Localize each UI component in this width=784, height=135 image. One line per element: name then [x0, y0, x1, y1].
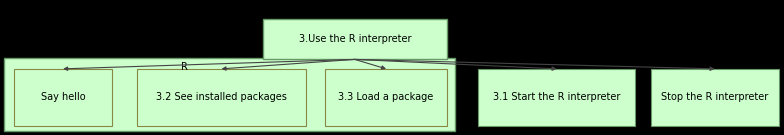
FancyBboxPatch shape: [263, 19, 447, 59]
FancyBboxPatch shape: [651, 69, 779, 126]
Text: 3.2 See installed packages: 3.2 See installed packages: [156, 92, 287, 102]
FancyBboxPatch shape: [4, 58, 455, 131]
Text: 3.3 Load a package: 3.3 Load a package: [339, 92, 434, 102]
Text: 3.1 Start the R interpreter: 3.1 Start the R interpreter: [493, 92, 620, 102]
FancyBboxPatch shape: [137, 69, 306, 126]
FancyBboxPatch shape: [14, 69, 112, 126]
Text: Stop the R interpreter: Stop the R interpreter: [661, 92, 768, 102]
Text: R: R: [181, 62, 187, 72]
FancyBboxPatch shape: [478, 69, 635, 126]
Text: Say hello: Say hello: [41, 92, 85, 102]
Text: 3.Use the R interpreter: 3.Use the R interpreter: [299, 34, 411, 44]
FancyBboxPatch shape: [325, 69, 447, 126]
